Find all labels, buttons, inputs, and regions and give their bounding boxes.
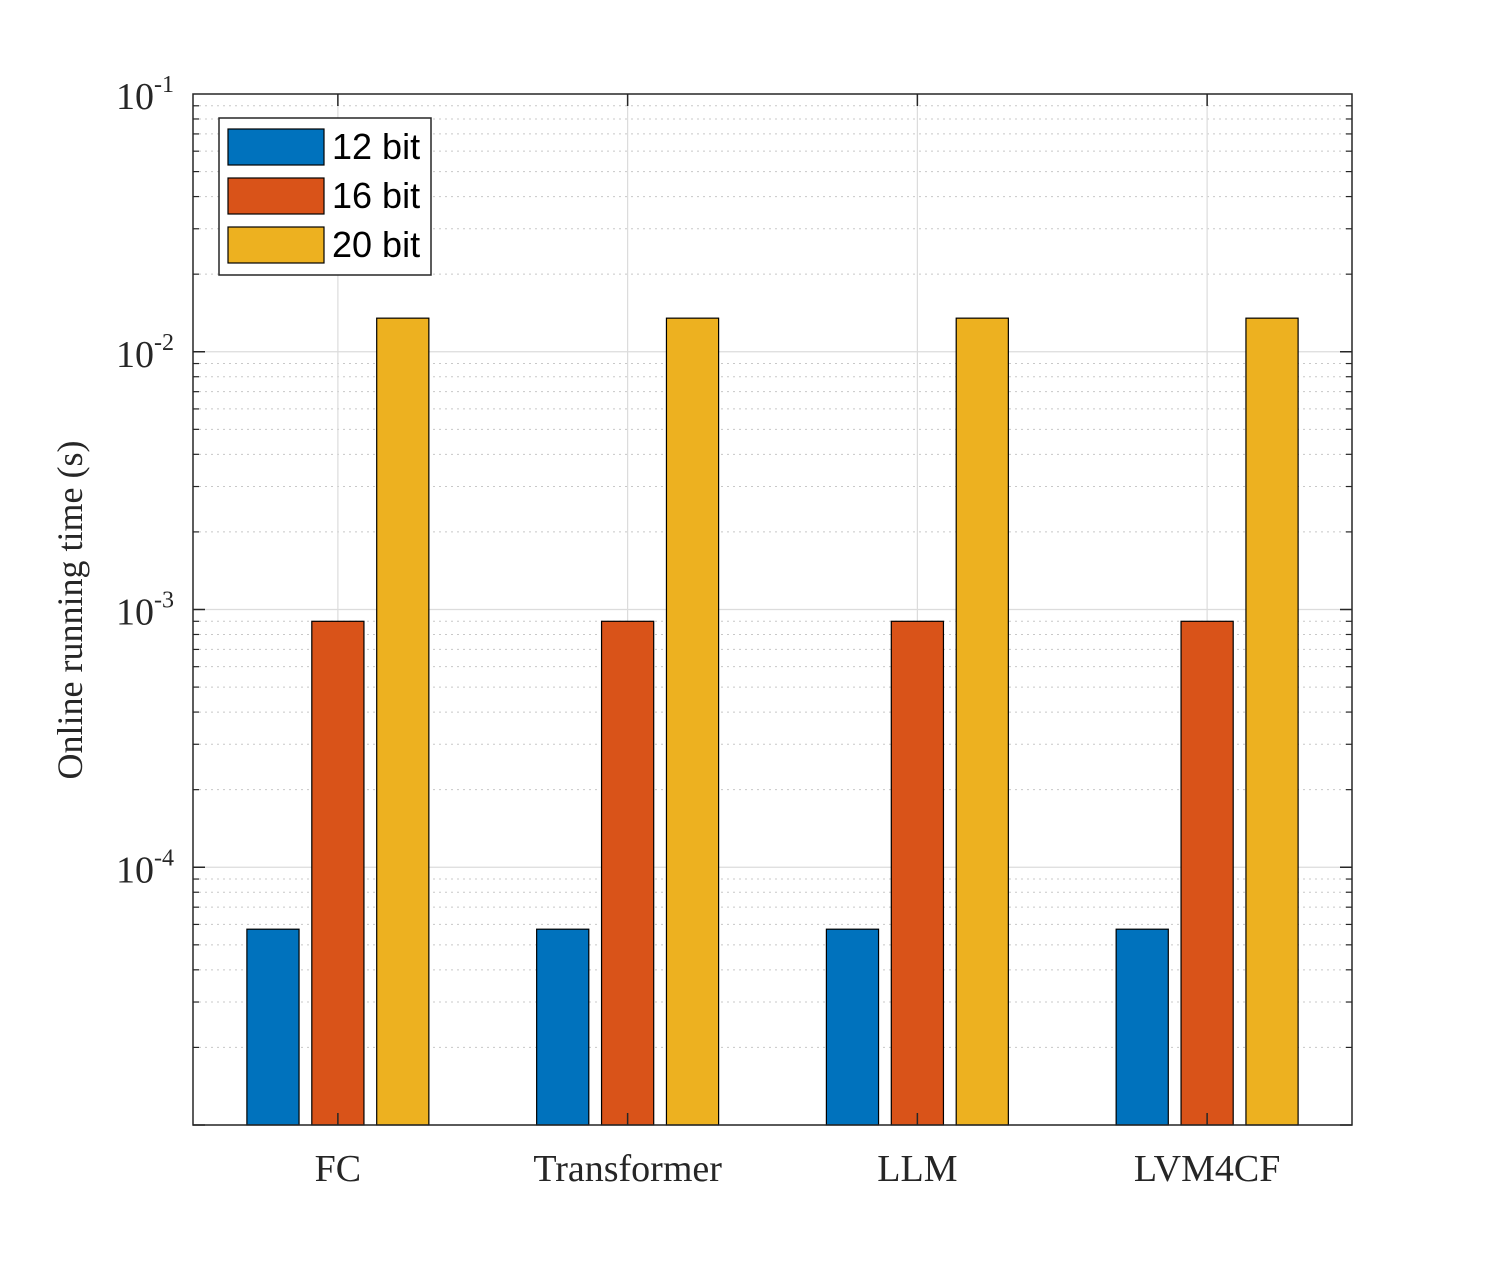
bar-20-bit-transformer — [665, 317, 720, 1126]
y-axis-label: Online running time (s) — [50, 441, 90, 780]
y-tick-label: 10-3 — [116, 588, 174, 634]
y-axis-tick-labels: 10-1 10-2 10-3 10-4 — [116, 72, 174, 891]
axis-ticks — [193, 94, 1352, 1126]
x-tick-label: LLM — [877, 1148, 957, 1190]
bar-16-bit-transformer — [600, 620, 655, 1126]
legend-swatch — [227, 177, 325, 215]
y-tick-label: 10-4 — [116, 845, 174, 891]
plot-frame — [192, 93, 1353, 1126]
legend-label: 20 bit — [332, 224, 420, 265]
bar-20-bit-llm — [955, 317, 1009, 1126]
x-tick-label: Transformer — [533, 1148, 722, 1190]
bar-16-bit-fc — [311, 620, 365, 1126]
legend: 12 bit 16 bit 20 bit — [218, 117, 432, 276]
bar-20-bit-lvm4cf — [1245, 317, 1299, 1126]
legend-label: 12 bit — [332, 126, 420, 167]
bar-12-bit-lvm4cf — [1115, 928, 1169, 1126]
legend-swatch — [227, 226, 325, 264]
x-axis-tick-labels: FC Transformer LLM LVM4CF — [315, 1148, 1281, 1190]
x-tick-label: LVM4CF — [1134, 1148, 1280, 1190]
legend-label: 16 bit — [332, 175, 420, 216]
legend-swatch — [227, 128, 325, 166]
bar-12-bit-llm — [825, 928, 880, 1126]
bar-16-bit-lvm4cf — [1180, 620, 1234, 1126]
bar-16-bit-llm — [890, 620, 945, 1126]
bar-12-bit-fc — [246, 928, 300, 1126]
bar-12-bit-transformer — [536, 928, 590, 1126]
y-tick-label: 10-2 — [116, 330, 174, 376]
bar-20-bit-fc — [376, 317, 430, 1126]
x-tick-label: FC — [315, 1148, 361, 1190]
y-tick-label: 10-1 — [116, 72, 174, 118]
bars — [246, 317, 1299, 1126]
